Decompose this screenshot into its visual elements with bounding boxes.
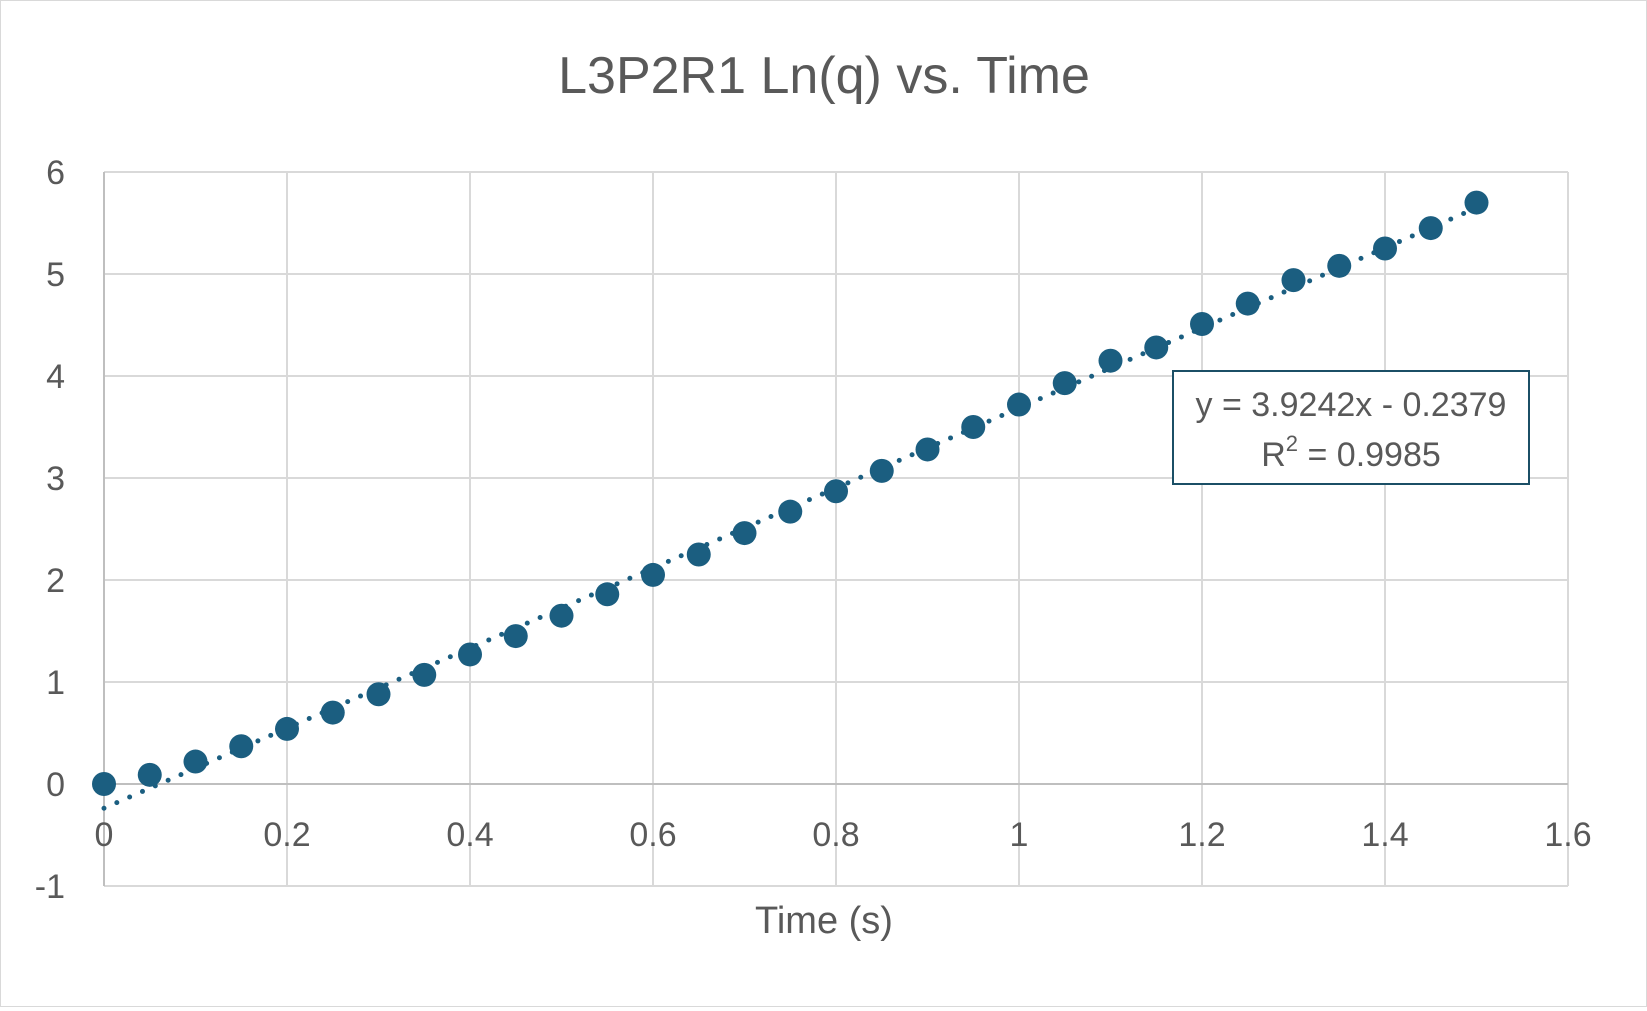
data-point: [686, 542, 711, 567]
data-point: [1052, 371, 1077, 396]
x-axis-tick-labels: 0 0.2 0.4 0.6 0.8 1 1.2 1.4 1.6: [95, 816, 1592, 854]
equation-box-border: [1172, 370, 1530, 485]
y-axis-tick-labels: 6 5 4 3 2 1 0 -1: [35, 154, 65, 906]
data-point: [458, 642, 482, 667]
data-point: [778, 499, 803, 524]
x-tick-label: 0.6: [629, 816, 676, 854]
y-tick-label: 5: [46, 256, 65, 294]
r-squared-superscript: 2: [1286, 431, 1298, 456]
data-point: [320, 700, 345, 725]
x-tick-label: 1.6: [1544, 816, 1591, 854]
y-tick-label: 3: [46, 460, 65, 498]
data-point: [1144, 335, 1169, 360]
x-tick-label: 1: [1010, 816, 1029, 854]
data-point: [1418, 216, 1443, 241]
x-tick-label: 1.2: [1178, 816, 1225, 854]
y-tick-label: 0: [46, 766, 65, 804]
data-point: [366, 682, 391, 707]
data-point: [824, 479, 848, 504]
trendline-equation: y = 3.9242x - 0.2379: [1196, 386, 1507, 424]
axes: [103, 172, 1568, 886]
data-point: [503, 624, 528, 649]
data-point: [961, 415, 986, 439]
data-point: [869, 458, 894, 483]
data-point: [183, 749, 208, 774]
x-tick-label: 0.4: [446, 816, 493, 854]
data-point: [92, 772, 116, 796]
data-point: [412, 662, 437, 687]
y-tick-label: 4: [46, 358, 65, 396]
r-squared-value: = 0.9985: [1298, 436, 1441, 474]
data-points: [92, 190, 1489, 796]
data-point: [1464, 190, 1489, 215]
data-point: [641, 562, 665, 587]
r-squared-label: R2 = 0.9985: [1261, 431, 1441, 474]
data-point: [1007, 392, 1031, 417]
r-squared-prefix: R: [1261, 436, 1286, 474]
data-point: [732, 521, 757, 546]
x-tick-label: 0.8: [812, 816, 859, 854]
data-point: [595, 582, 620, 607]
x-tick-label: 0: [95, 816, 114, 854]
data-point: [1327, 253, 1352, 278]
y-tick-label: 6: [46, 154, 65, 192]
x-axis-title: Time (s): [755, 900, 893, 942]
trendline-equation-box: y = 3.9242x - 0.2379 R2 = 0.9985: [1172, 370, 1530, 485]
data-point: [915, 437, 940, 462]
data-point: [1190, 311, 1214, 336]
gridlines: [103, 171, 1569, 887]
data-point: [1281, 268, 1306, 293]
data-point: [275, 716, 299, 741]
x-tick-label: 1.4: [1361, 816, 1408, 854]
chart-title: L3P2R1 Ln(q) vs. Time: [558, 47, 1090, 105]
x-tick-label: 0.2: [263, 816, 310, 854]
data-point: [229, 734, 254, 759]
data-point: [549, 603, 574, 628]
y-tick-label: -1: [35, 868, 65, 906]
data-point: [137, 762, 162, 787]
data-point: [1373, 236, 1397, 261]
data-point: [1098, 348, 1123, 373]
y-tick-label: 2: [46, 562, 65, 600]
data-point: [1235, 291, 1260, 316]
y-tick-label: 1: [46, 664, 65, 702]
